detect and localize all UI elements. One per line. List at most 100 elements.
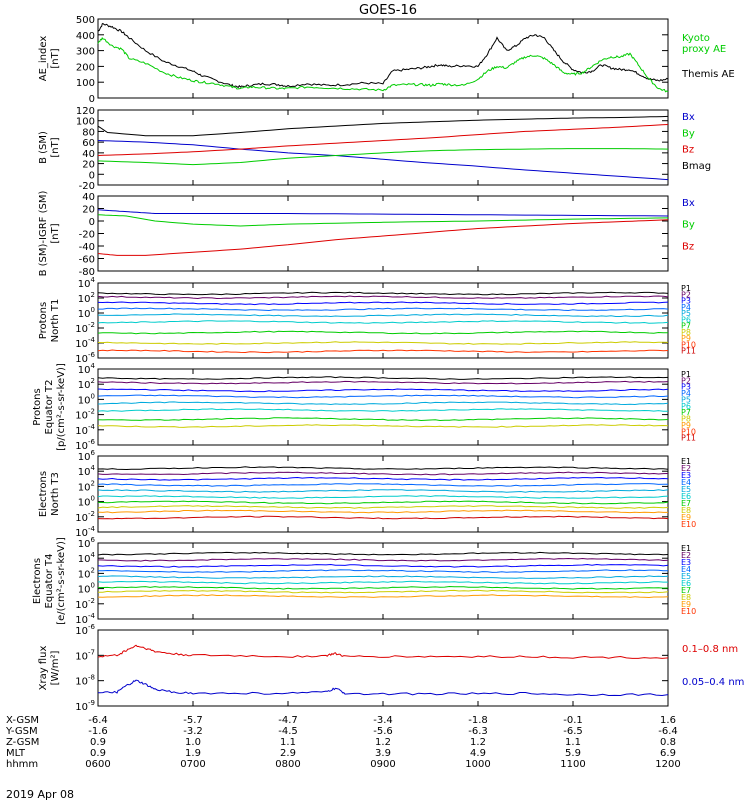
y-tick-label: 102 xyxy=(78,566,95,580)
panel-frame xyxy=(97,455,669,533)
legend-p4: P4 xyxy=(681,389,691,398)
legend-e5: E5 xyxy=(681,572,691,581)
level-line-e7 xyxy=(97,585,669,590)
y-axis-label: B (SM)-IGRF (SM) xyxy=(38,191,49,277)
y-axis-label: [W/m²] xyxy=(50,650,61,685)
level-line-p5 xyxy=(97,313,669,318)
y-tick-label: 120 xyxy=(76,106,95,117)
legend-p2: P2 xyxy=(681,290,691,299)
y-tick-label: 10-2 xyxy=(75,510,95,524)
x-row-value: 0.8 xyxy=(660,737,676,748)
level-line-p1 xyxy=(97,291,669,296)
series-line-bmag xyxy=(97,115,669,137)
y-axis-label: Electrons xyxy=(32,558,43,604)
x-row-value: 0.9 xyxy=(90,748,106,759)
level-line-e3 xyxy=(97,563,669,568)
legend-item: Bz xyxy=(682,145,694,156)
y-tick-label: -40 xyxy=(79,242,95,253)
panel-frame xyxy=(97,368,669,446)
x-row-value: 1000 xyxy=(465,759,490,770)
legend-e9: E9 xyxy=(681,600,691,609)
x-row-value: 0.9 xyxy=(90,737,106,748)
legend-e10: E10 xyxy=(681,607,696,616)
legend-p7: P7 xyxy=(681,322,691,331)
y-tick-label: -20 xyxy=(79,181,95,192)
legend-e4: E4 xyxy=(681,478,691,487)
y-tick-label: 106 xyxy=(78,536,96,550)
x-row-value: 2.9 xyxy=(280,748,296,759)
series-line-bx xyxy=(97,209,669,217)
series-line-themis-ae xyxy=(97,22,669,89)
level-line-e4 xyxy=(97,483,668,487)
legend-p6: P6 xyxy=(681,315,691,324)
series-line-0-1-0-8-nm xyxy=(97,644,669,659)
x-row-value: 0700 xyxy=(180,759,205,770)
legend-item: proxy AE xyxy=(682,44,726,55)
x-row-value: -6.4 xyxy=(88,715,108,726)
x-row-value: 0800 xyxy=(275,759,300,770)
legend-e7: E7 xyxy=(681,499,691,508)
legend-item: 0.05–0.4 nm xyxy=(682,677,744,688)
legend-p11: P11 xyxy=(681,434,696,443)
level-line-p4 xyxy=(97,394,669,399)
y-tick-label: 10-7 xyxy=(75,648,95,662)
y-tick-label: 10-9 xyxy=(75,699,95,713)
y-tick-label: 300 xyxy=(76,47,95,58)
x-row-value: 1.6 xyxy=(660,715,676,726)
y-tick-label: 80 xyxy=(82,127,95,138)
level-line-p10 xyxy=(97,349,669,354)
x-row-value: -5.7 xyxy=(183,715,203,726)
y-axis-label: AE_index xyxy=(38,36,49,82)
y-axis-label: [nT] xyxy=(50,48,61,68)
y-tick-label: 102 xyxy=(78,377,95,391)
x-row-label: hhmm xyxy=(6,759,38,770)
level-line-e9 xyxy=(97,594,669,599)
legend-p9: P9 xyxy=(681,421,691,430)
level-line-p2 xyxy=(97,295,669,300)
x-row-label: MLT xyxy=(6,748,26,759)
x-row-value: -4.5 xyxy=(278,726,298,737)
y-tick-label: 400 xyxy=(76,31,95,42)
level-line-e4 xyxy=(98,569,669,573)
legend-item: Kyoto xyxy=(682,33,710,44)
level-line-p4 xyxy=(98,307,669,312)
x-row-value: 0900 xyxy=(370,759,395,770)
y-tick-label: 100 xyxy=(76,117,95,128)
level-line-p6 xyxy=(97,408,668,412)
y-tick-label: 10-8 xyxy=(75,674,95,688)
x-row-value: -5.6 xyxy=(373,726,393,737)
legend-p11: P11 xyxy=(681,347,696,356)
y-tick-label: 0 xyxy=(89,170,95,181)
legend-item: Bmag xyxy=(682,161,711,172)
panel-frame xyxy=(97,18,669,99)
level-line-e5 xyxy=(97,489,669,493)
legend-item: By xyxy=(682,128,695,139)
y-axis-label: Equator T4 xyxy=(44,554,55,609)
panel-xray: 10-9 10-8 10-7 10-6 Xray flux [W/m²] 0.1–0.8 n… xyxy=(38,623,744,713)
x-row-value: 1.1 xyxy=(565,737,581,748)
x-row-value: -6.4 xyxy=(658,726,678,737)
legend-e6: E6 xyxy=(681,492,691,501)
legend-e1: E1 xyxy=(681,457,691,466)
y-tick-label: 20 xyxy=(82,205,95,216)
legend-e10: E10 xyxy=(681,520,696,529)
legend-p10: P10 xyxy=(681,340,696,349)
series-line-0-05-0-4-nm xyxy=(97,679,669,697)
legend-e7: E7 xyxy=(681,586,691,595)
legend-p6: P6 xyxy=(681,402,691,411)
level-line-e3 xyxy=(97,476,669,481)
legend-item: By xyxy=(682,220,695,231)
x-row-value: 1200 xyxy=(655,759,680,770)
x-row-value: -3.2 xyxy=(183,726,203,737)
x-row-value: 1.2 xyxy=(470,737,486,748)
x-axis-labels: X-GSM -6.4 -5.7 -4.7 -3.4 -1.8 -0.1 1.6 Y-GSM -1.… xyxy=(5,715,681,770)
y-tick-label: 40 xyxy=(82,149,95,160)
y-tick-label: 10-4 xyxy=(75,336,95,350)
level-line-p1 xyxy=(97,376,669,380)
y-tick-label: 102 xyxy=(78,479,95,493)
